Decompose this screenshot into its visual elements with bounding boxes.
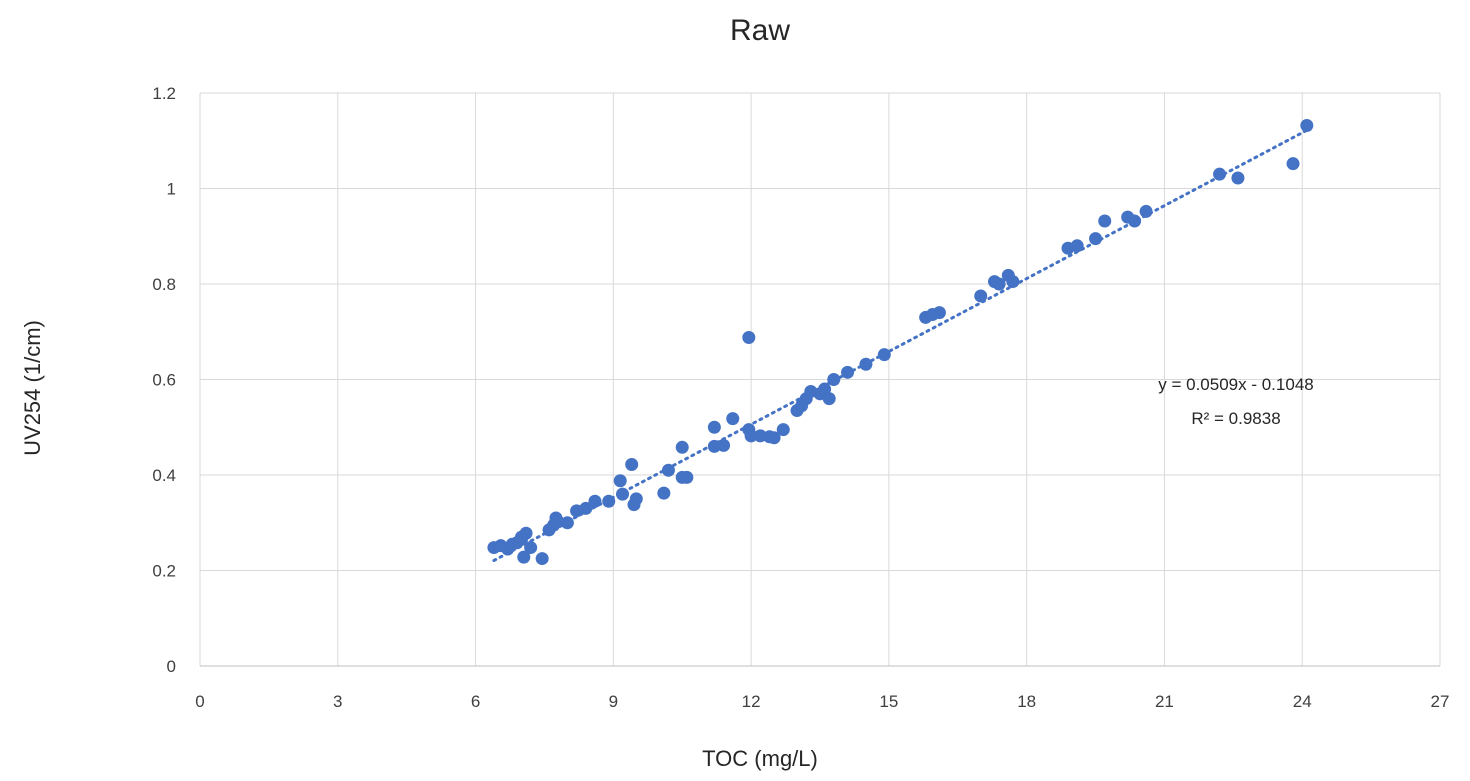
x-tick-label: 21	[1155, 692, 1174, 711]
data-point	[560, 516, 574, 530]
data-point	[657, 486, 671, 500]
y-tick-label: 1	[167, 180, 176, 199]
data-point	[588, 494, 602, 508]
data-point	[514, 530, 528, 544]
x-tick-label: 15	[879, 692, 898, 711]
data-point	[707, 420, 721, 434]
data-point	[992, 277, 1006, 291]
trendline-group	[492, 128, 1309, 562]
x-tick-label: 18	[1017, 692, 1036, 711]
data-point	[1213, 167, 1227, 181]
data-point	[517, 550, 531, 564]
data-point	[932, 306, 946, 320]
trendline	[492, 128, 1309, 562]
data-point	[602, 494, 616, 508]
y-axis-title: UV254 (1/cm)	[20, 320, 45, 456]
y-tick-labels: 0 0.2 0.4 0.6 0.8 1 1.2	[152, 84, 176, 676]
data-point	[859, 357, 873, 371]
data-point	[1231, 171, 1245, 185]
data-points	[487, 118, 1314, 566]
y-tick-label: 0.2	[152, 562, 176, 581]
data-point	[1139, 204, 1153, 218]
chart-title: Raw	[730, 14, 790, 47]
data-point	[1089, 232, 1103, 246]
data-point	[661, 463, 675, 477]
x-tick-label: 12	[742, 692, 761, 711]
data-point	[675, 440, 689, 454]
data-point	[1070, 239, 1084, 253]
data-point	[822, 392, 836, 406]
data-point	[742, 330, 756, 344]
data-point	[827, 373, 841, 386]
data-point	[1286, 157, 1300, 171]
data-point	[974, 289, 988, 303]
data-point	[535, 552, 549, 566]
x-tick-labels: 0 3 6 9 12 15 18 21 24 27	[195, 692, 1449, 711]
data-point	[613, 474, 627, 488]
y-tick-label: 1.2	[152, 84, 176, 103]
data-point	[625, 457, 639, 471]
x-axis-title: TOC (mg/L)	[702, 746, 818, 771]
trendline-r2-label: R² = 0.9838	[1191, 409, 1280, 428]
data-point	[717, 438, 731, 452]
x-tick-label: 27	[1431, 692, 1450, 711]
grid-lines	[199, 92, 1441, 667]
y-tick-label: 0.4	[152, 466, 176, 485]
data-point	[841, 365, 855, 379]
data-point	[767, 431, 781, 445]
data-point	[1128, 214, 1142, 228]
x-tick-label: 9	[609, 692, 618, 711]
data-point	[877, 348, 891, 362]
y-tick-label: 0.8	[152, 275, 176, 294]
y-tick-label: 0	[167, 657, 176, 676]
data-point	[680, 470, 694, 484]
data-point	[1006, 275, 1020, 289]
data-point	[1098, 214, 1112, 228]
data-point	[744, 429, 758, 443]
data-point	[579, 501, 593, 515]
x-tick-label: 0	[195, 692, 204, 711]
trendline-equation-label: y = 0.0509x - 0.1048	[1158, 375, 1313, 394]
x-tick-label: 6	[471, 692, 480, 711]
x-tick-label: 3	[333, 692, 342, 711]
data-point	[524, 541, 538, 555]
data-point	[1300, 118, 1314, 132]
data-point	[616, 487, 630, 501]
data-point	[776, 423, 790, 437]
data-point	[629, 492, 643, 506]
y-tick-label: 0.6	[152, 371, 176, 390]
data-point	[726, 412, 740, 426]
x-tick-label: 24	[1293, 692, 1312, 711]
